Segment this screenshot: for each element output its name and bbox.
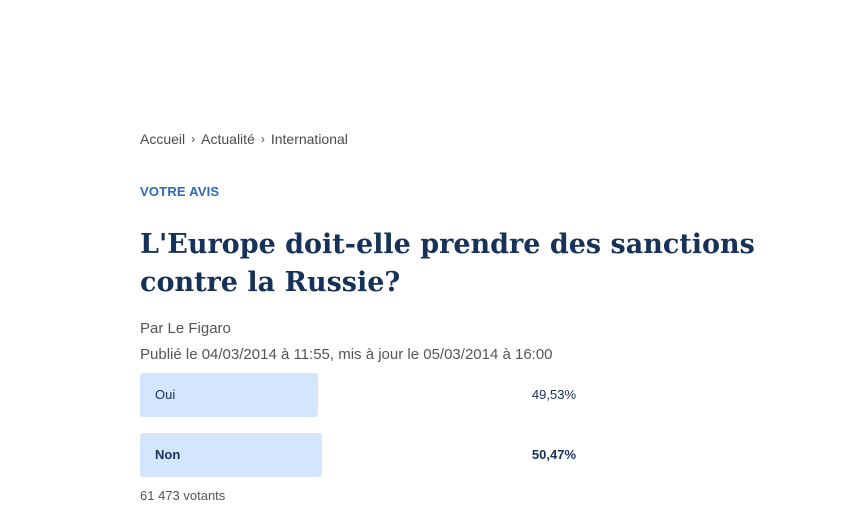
publication-dateline: Publié le 04/03/2014 à 11:55, mis à jour… — [140, 346, 553, 363]
poll-option-percent: 50,47% — [531, 447, 576, 462]
poll-option-label: Oui — [155, 387, 176, 402]
author-byline: Par Le Figaro — [140, 320, 231, 337]
breadcrumb-item-actualite[interactable]: Actualité — [201, 131, 255, 147]
poll-option-label: Non — [155, 447, 181, 462]
breadcrumb: Accueil › Actualité › International — [140, 131, 348, 147]
poll-option-percent: 49,53% — [531, 387, 576, 402]
poll-result-bar — [140, 373, 318, 417]
section-kicker: VOTRE AVIS — [140, 184, 220, 199]
chevron-right-icon: › — [191, 132, 196, 146]
poll-option-non[interactable]: Non 50,47% — [140, 433, 576, 477]
breadcrumb-item-accueil[interactable]: Accueil — [140, 131, 186, 147]
breadcrumb-item-international[interactable]: International — [270, 131, 348, 147]
poll-result-bar — [140, 433, 322, 477]
poll-option-oui[interactable]: Oui 49,53% — [140, 373, 576, 417]
vote-count: 61 473 votants — [140, 488, 226, 503]
page-title: L'Europe doit-elle prendre des sanctions… — [140, 229, 755, 298]
chevron-right-icon: › — [260, 132, 265, 146]
